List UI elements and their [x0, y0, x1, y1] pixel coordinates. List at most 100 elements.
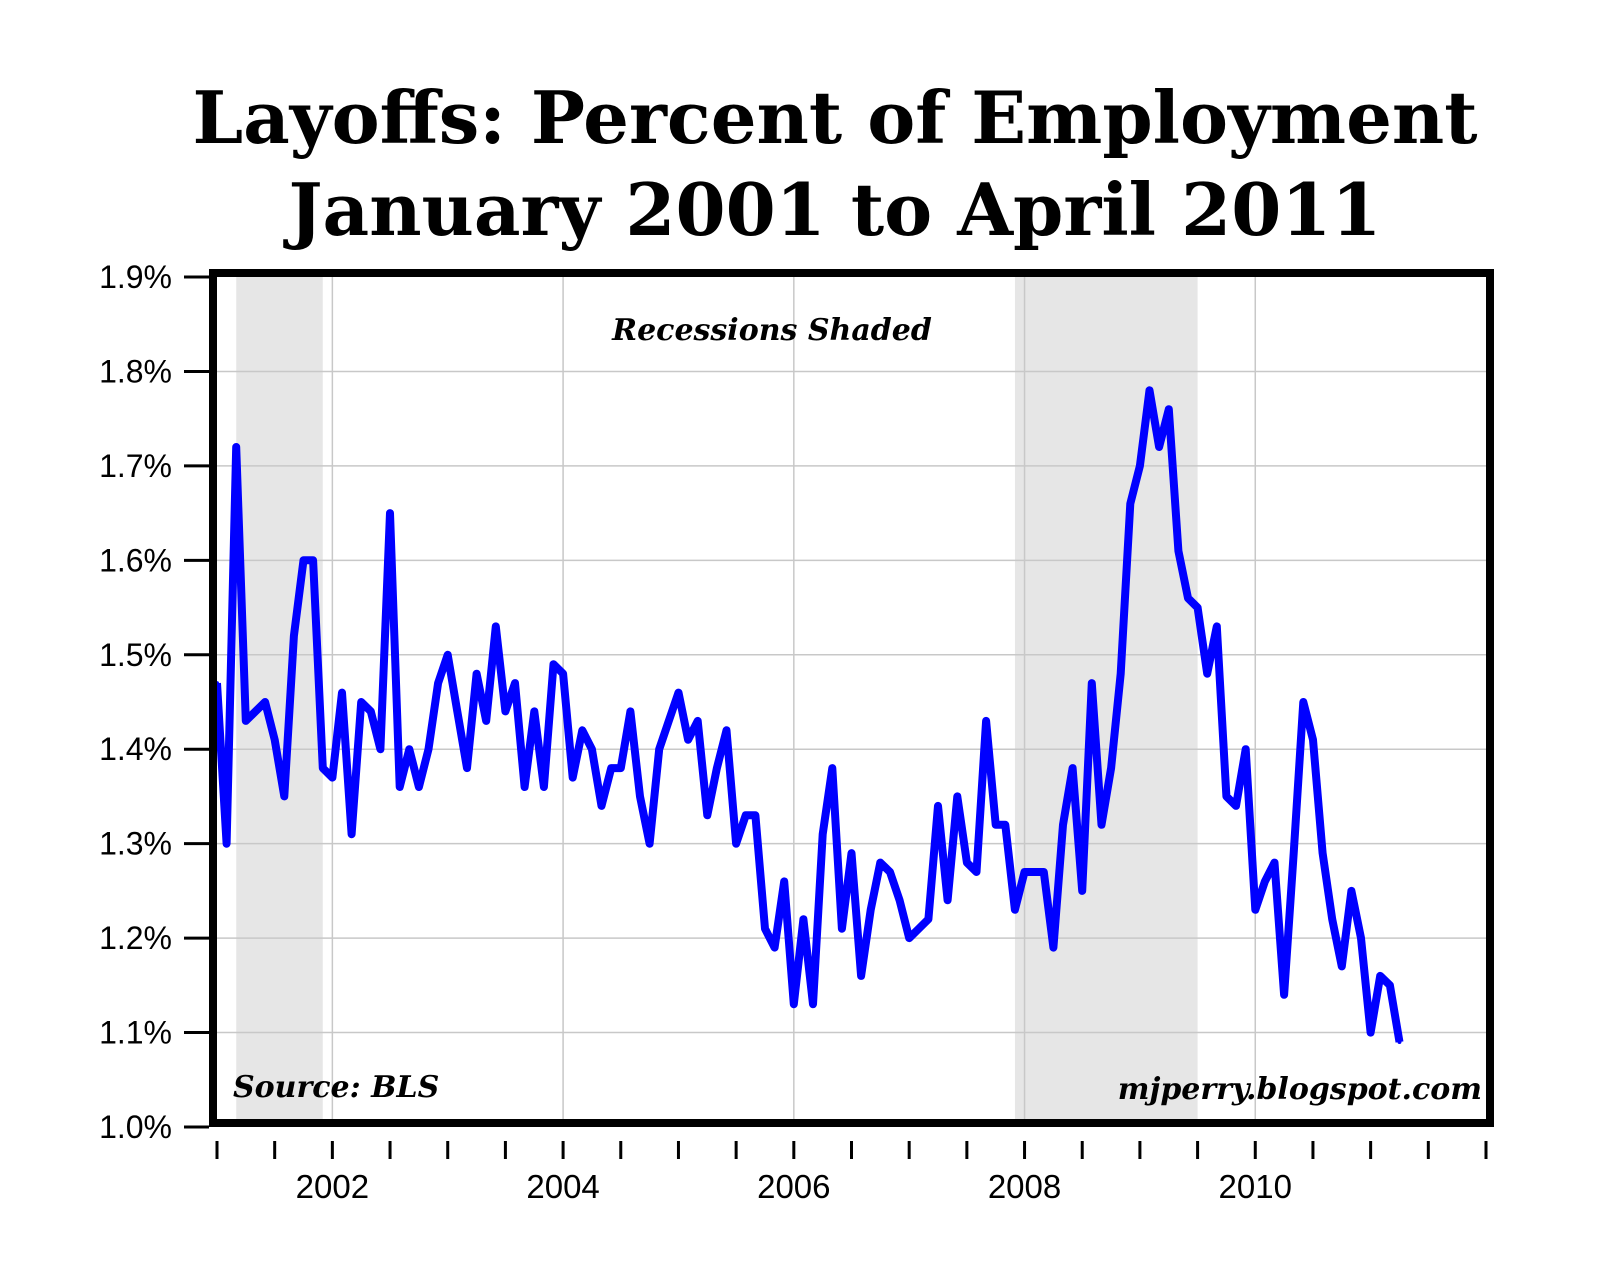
- data-point: [224, 841, 229, 846]
- data-point: [1041, 870, 1046, 874]
- data-point: [686, 737, 691, 742]
- data-point: [1243, 747, 1248, 752]
- data-point: [993, 822, 998, 827]
- data-point: [897, 898, 902, 903]
- data-point: [859, 973, 864, 978]
- data-point: [378, 747, 383, 752]
- data-point: [801, 917, 806, 922]
- data-point: [1099, 822, 1104, 827]
- data-point: [1137, 463, 1142, 468]
- data-point: [1214, 624, 1219, 629]
- data-point: [1272, 860, 1277, 865]
- data-point: [253, 709, 258, 714]
- data-point: [753, 813, 758, 818]
- data-point: [541, 785, 546, 789]
- data-point: [666, 718, 671, 723]
- data-point: [561, 671, 566, 676]
- data-point: [464, 766, 469, 771]
- data-point: [714, 766, 719, 771]
- data-point: [1109, 766, 1114, 771]
- data-point: [1070, 766, 1075, 771]
- data-point: [907, 936, 912, 941]
- data-point: [1166, 407, 1171, 412]
- data-point: [407, 747, 412, 752]
- data-point: [1185, 596, 1190, 601]
- data-point: [743, 813, 748, 818]
- data-point: [1291, 851, 1296, 856]
- data-point: [1003, 822, 1008, 827]
- data-point: [734, 841, 739, 846]
- chart-subtitle: January 2001 to April 2011: [282, 167, 1381, 252]
- data-point: [1368, 1030, 1373, 1035]
- data-point: [964, 860, 969, 865]
- y-tick-label: 1.0%: [99, 1109, 172, 1145]
- data-point: [416, 785, 421, 789]
- data-point: [599, 803, 604, 808]
- plot-frame: [209, 269, 1494, 1127]
- data-point: [1310, 737, 1315, 742]
- data-point: [811, 1002, 816, 1007]
- x-tick-label: 2006: [757, 1168, 830, 1205]
- y-tick-label: 1.6%: [99, 542, 172, 578]
- y-tick-label: 1.4%: [99, 731, 172, 767]
- data-point: [772, 945, 777, 950]
- data-point: [1080, 888, 1085, 893]
- data-point: [272, 737, 277, 742]
- data-point: [1387, 983, 1392, 988]
- data-point: [762, 926, 767, 931]
- data-point: [820, 832, 825, 837]
- data-point: [1262, 879, 1267, 884]
- data-point: [388, 511, 393, 516]
- data-point: [503, 709, 508, 714]
- y-tick-label: 1.2%: [99, 920, 172, 956]
- y-tick-label: 1.8%: [99, 353, 172, 389]
- data-point: [936, 803, 941, 808]
- x-axis: 2002 2004 2006 2008 2010: [215, 1141, 1488, 1205]
- data-point: [1339, 964, 1344, 969]
- credit-label: mjperry.blogspot.com: [1118, 1072, 1482, 1107]
- data-point: [1224, 794, 1229, 799]
- data-point: [243, 718, 248, 723]
- data-point: [887, 870, 892, 874]
- data-point: [984, 718, 989, 723]
- data-point: [955, 794, 960, 799]
- data-point: [1157, 445, 1162, 449]
- data-point: [1147, 388, 1152, 393]
- data-point: [638, 794, 642, 799]
- data-point: [1089, 681, 1094, 686]
- y-axis: 1.0% 1.1% 1.2% 1.3% 1.4% 1.5% 1.6% 1.7% 1.8% 1.9%: [99, 259, 209, 1145]
- data-point: [724, 728, 729, 733]
- data-point: [1195, 605, 1200, 610]
- data-point: [1128, 501, 1133, 506]
- gridlines: [217, 277, 1486, 1127]
- data-point: [974, 870, 979, 874]
- data-point: [311, 558, 316, 563]
- data-point: [570, 775, 575, 780]
- data-point: [455, 709, 460, 714]
- data-point: [1051, 945, 1056, 950]
- data-point: [676, 690, 681, 695]
- data-point: [878, 860, 883, 865]
- source-label: Source: BLS: [233, 1070, 439, 1105]
- x-tick-label: 2004: [526, 1168, 599, 1205]
- data-point: [849, 851, 854, 856]
- data-point: [830, 766, 835, 771]
- y-tick-label: 1.3%: [99, 826, 172, 862]
- data-point: [474, 671, 479, 676]
- data-point: [320, 766, 325, 771]
- data-point: [349, 832, 354, 837]
- data-point: [330, 775, 335, 780]
- data-point: [282, 794, 287, 799]
- x-tick-label: 2010: [1219, 1168, 1292, 1205]
- data-point: [1118, 671, 1123, 676]
- data-point: [397, 785, 402, 789]
- recession-band-1: [236, 277, 323, 1127]
- data-point: [945, 898, 950, 903]
- data-point: [609, 766, 614, 771]
- data-point: [445, 652, 450, 657]
- data-point: [1378, 973, 1383, 978]
- data-point: [1176, 548, 1181, 553]
- recessions-label: Recessions Shaded: [611, 313, 932, 348]
- data-point: [791, 1002, 796, 1007]
